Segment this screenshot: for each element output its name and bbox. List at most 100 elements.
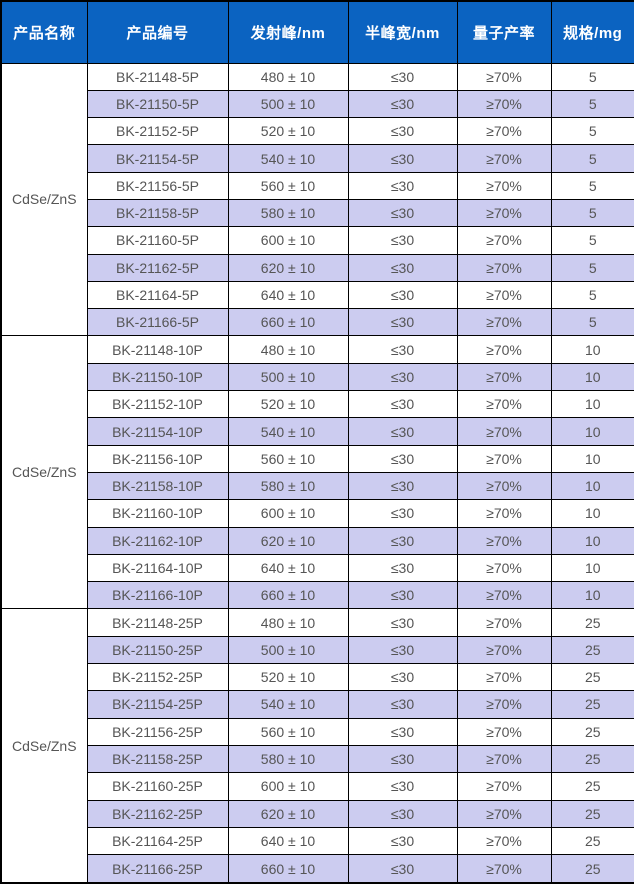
table-row: BK-21166-10P 660 ± 10 ≤30 ≥70% 10 <box>1 581 634 610</box>
table-row: BK-21158-10P 580 ± 10 ≤30 ≥70% 10 <box>1 471 634 501</box>
cell-spec: 10 <box>550 417 634 446</box>
cell-fwhm: ≤30 <box>347 390 458 419</box>
table-row: BK-21164-10P 640 ± 10 ≤30 ≥70% 10 <box>1 553 634 583</box>
cell-product-code: BK-21160-10P <box>86 499 229 528</box>
cell-quantum-yield: ≥70% <box>456 198 552 228</box>
cell-spec: 25 <box>550 717 634 746</box>
cell-product-code: BK-21154-25P <box>86 690 229 719</box>
cell-quantum-yield: ≥70% <box>456 144 552 173</box>
cell-fwhm: ≤30 <box>347 362 458 392</box>
cell-spec: 10 <box>550 581 634 610</box>
cell-spec: 10 <box>550 444 634 473</box>
cell-product-code: BK-21164-25P <box>86 826 229 856</box>
cell-quantum-yield: ≥70% <box>456 390 552 419</box>
cell-product-code: BK-21162-5P <box>86 253 229 282</box>
cell-quantum-yield: ≥70% <box>456 717 552 746</box>
cell-fwhm: ≤30 <box>347 744 458 774</box>
table-row: CdSe/ZnS BK-21148-5P 480 ± 10 ≤30 ≥70% 5 <box>0 62 634 337</box>
cell-product-code: BK-21152-25P <box>86 663 229 692</box>
cell-fwhm: ≤30 <box>347 690 458 719</box>
cell-emission-peak: 600 ± 10 <box>227 772 349 801</box>
cell-spec: 5 <box>550 253 634 282</box>
cell-emission-peak: 520 ± 10 <box>227 117 349 146</box>
cell-spec: 10 <box>550 362 634 392</box>
cell-quantum-yield: ≥70% <box>456 444 552 473</box>
cell-emission-peak: 480 ± 10 <box>227 335 349 364</box>
cell-fwhm: ≤30 <box>347 826 458 856</box>
cell-quantum-yield: ≥70% <box>456 417 552 446</box>
table-row: CdSe/ZnS BK-21148-25P 480 ± 10 ≤30 ≥70% 25 <box>0 608 634 884</box>
cell-spec: 25 <box>550 608 634 637</box>
cell-emission-peak: 580 ± 10 <box>227 471 349 501</box>
cell-emission-peak: 560 ± 10 <box>227 717 349 746</box>
table-row: BK-21162-5P 620 ± 10 ≤30 ≥70% 5 <box>1 253 634 282</box>
cell-product-code: BK-21162-25P <box>86 799 229 828</box>
table-row: BK-21158-5P 580 ± 10 ≤30 ≥70% 5 <box>1 198 634 228</box>
cell-product-code: BK-21158-25P <box>86 744 229 774</box>
cell-product-code: BK-21152-5P <box>86 117 229 146</box>
cell-product-code: BK-21150-25P <box>86 635 229 665</box>
header-emission-peak: 发射峰/nm <box>227 0 349 64</box>
cell-product-code: BK-21158-5P <box>86 198 229 228</box>
header-product-name: 产品名称 <box>0 0 88 64</box>
cell-product-code: BK-21154-5P <box>86 144 229 173</box>
cell-quantum-yield: ≥70% <box>456 226 552 255</box>
table-row: BK-21156-25P 560 ± 10 ≤30 ≥70% 25 <box>1 717 634 746</box>
cell-fwhm: ≤30 <box>347 717 458 746</box>
cell-quantum-yield: ≥70% <box>456 854 552 884</box>
cell-spec: 10 <box>550 471 634 501</box>
cell-emission-peak: 480 ± 10 <box>227 62 349 91</box>
cell-spec: 5 <box>550 171 634 200</box>
cell-product-code: BK-21148-25P <box>86 608 229 637</box>
table-row: BK-21162-10P 620 ± 10 ≤30 ≥70% 10 <box>1 526 634 555</box>
cell-quantum-yield: ≥70% <box>456 117 552 146</box>
cell-fwhm: ≤30 <box>347 308 458 337</box>
cell-emission-peak: 540 ± 10 <box>227 144 349 173</box>
cell-quantum-yield: ≥70% <box>456 581 552 610</box>
cell-emission-peak: 560 ± 10 <box>227 444 349 473</box>
cell-fwhm: ≤30 <box>347 526 458 555</box>
cell-product-code: BK-21160-25P <box>86 772 229 801</box>
cell-fwhm: ≤30 <box>347 854 458 884</box>
cell-quantum-yield: ≥70% <box>456 499 552 528</box>
cell-spec: 25 <box>550 772 634 801</box>
cell-emission-peak: 500 ± 10 <box>227 362 349 392</box>
cell-spec: 25 <box>550 826 634 856</box>
cell-emission-peak: 600 ± 10 <box>227 499 349 528</box>
cell-product-code: BK-21150-10P <box>86 362 229 392</box>
cell-product-code: BK-21166-10P <box>86 581 229 610</box>
cell-product-code: BK-21148-5P <box>86 62 229 91</box>
cell-spec: 5 <box>550 226 634 255</box>
cell-spec: 5 <box>550 144 634 173</box>
cell-product-code: BK-21156-10P <box>86 444 229 473</box>
cell-fwhm: ≤30 <box>347 198 458 228</box>
cell-fwhm: ≤30 <box>347 280 458 310</box>
table-row: BK-21164-25P 640 ± 10 ≤30 ≥70% 25 <box>1 826 634 856</box>
cell-emission-peak: 560 ± 10 <box>227 171 349 200</box>
cell-fwhm: ≤30 <box>347 663 458 692</box>
header-spec-mg: 规格/mg <box>550 0 634 64</box>
table-row: BK-21150-10P 500 ± 10 ≤30 ≥70% 10 <box>1 362 634 392</box>
cell-quantum-yield: ≥70% <box>456 335 552 364</box>
cell-product-code: BK-21166-5P <box>86 308 229 337</box>
cell-fwhm: ≤30 <box>347 799 458 828</box>
cell-product-name: CdSe/ZnS <box>0 335 88 610</box>
cell-spec: 5 <box>550 117 634 146</box>
cell-spec: 10 <box>550 526 634 555</box>
cell-spec: 25 <box>550 663 634 692</box>
cell-spec: 5 <box>550 198 634 228</box>
cell-spec: 10 <box>550 553 634 583</box>
table-row: BK-21166-5P 660 ± 10 ≤30 ≥70% 5 <box>1 308 634 337</box>
cell-emission-peak: 500 ± 10 <box>227 89 349 119</box>
table-row: BK-21154-5P 540 ± 10 ≤30 ≥70% 5 <box>1 144 634 173</box>
cell-emission-peak: 500 ± 10 <box>227 635 349 665</box>
cell-spec: 25 <box>550 690 634 719</box>
cell-quantum-yield: ≥70% <box>456 826 552 856</box>
cell-emission-peak: 640 ± 10 <box>227 280 349 310</box>
header-quantum-yield: 量子产率 <box>456 0 552 64</box>
cell-product-code: BK-21164-5P <box>86 280 229 310</box>
cell-quantum-yield: ≥70% <box>456 253 552 282</box>
cell-fwhm: ≤30 <box>347 62 458 91</box>
cell-quantum-yield: ≥70% <box>456 280 552 310</box>
header-product-code: 产品编号 <box>86 0 229 64</box>
